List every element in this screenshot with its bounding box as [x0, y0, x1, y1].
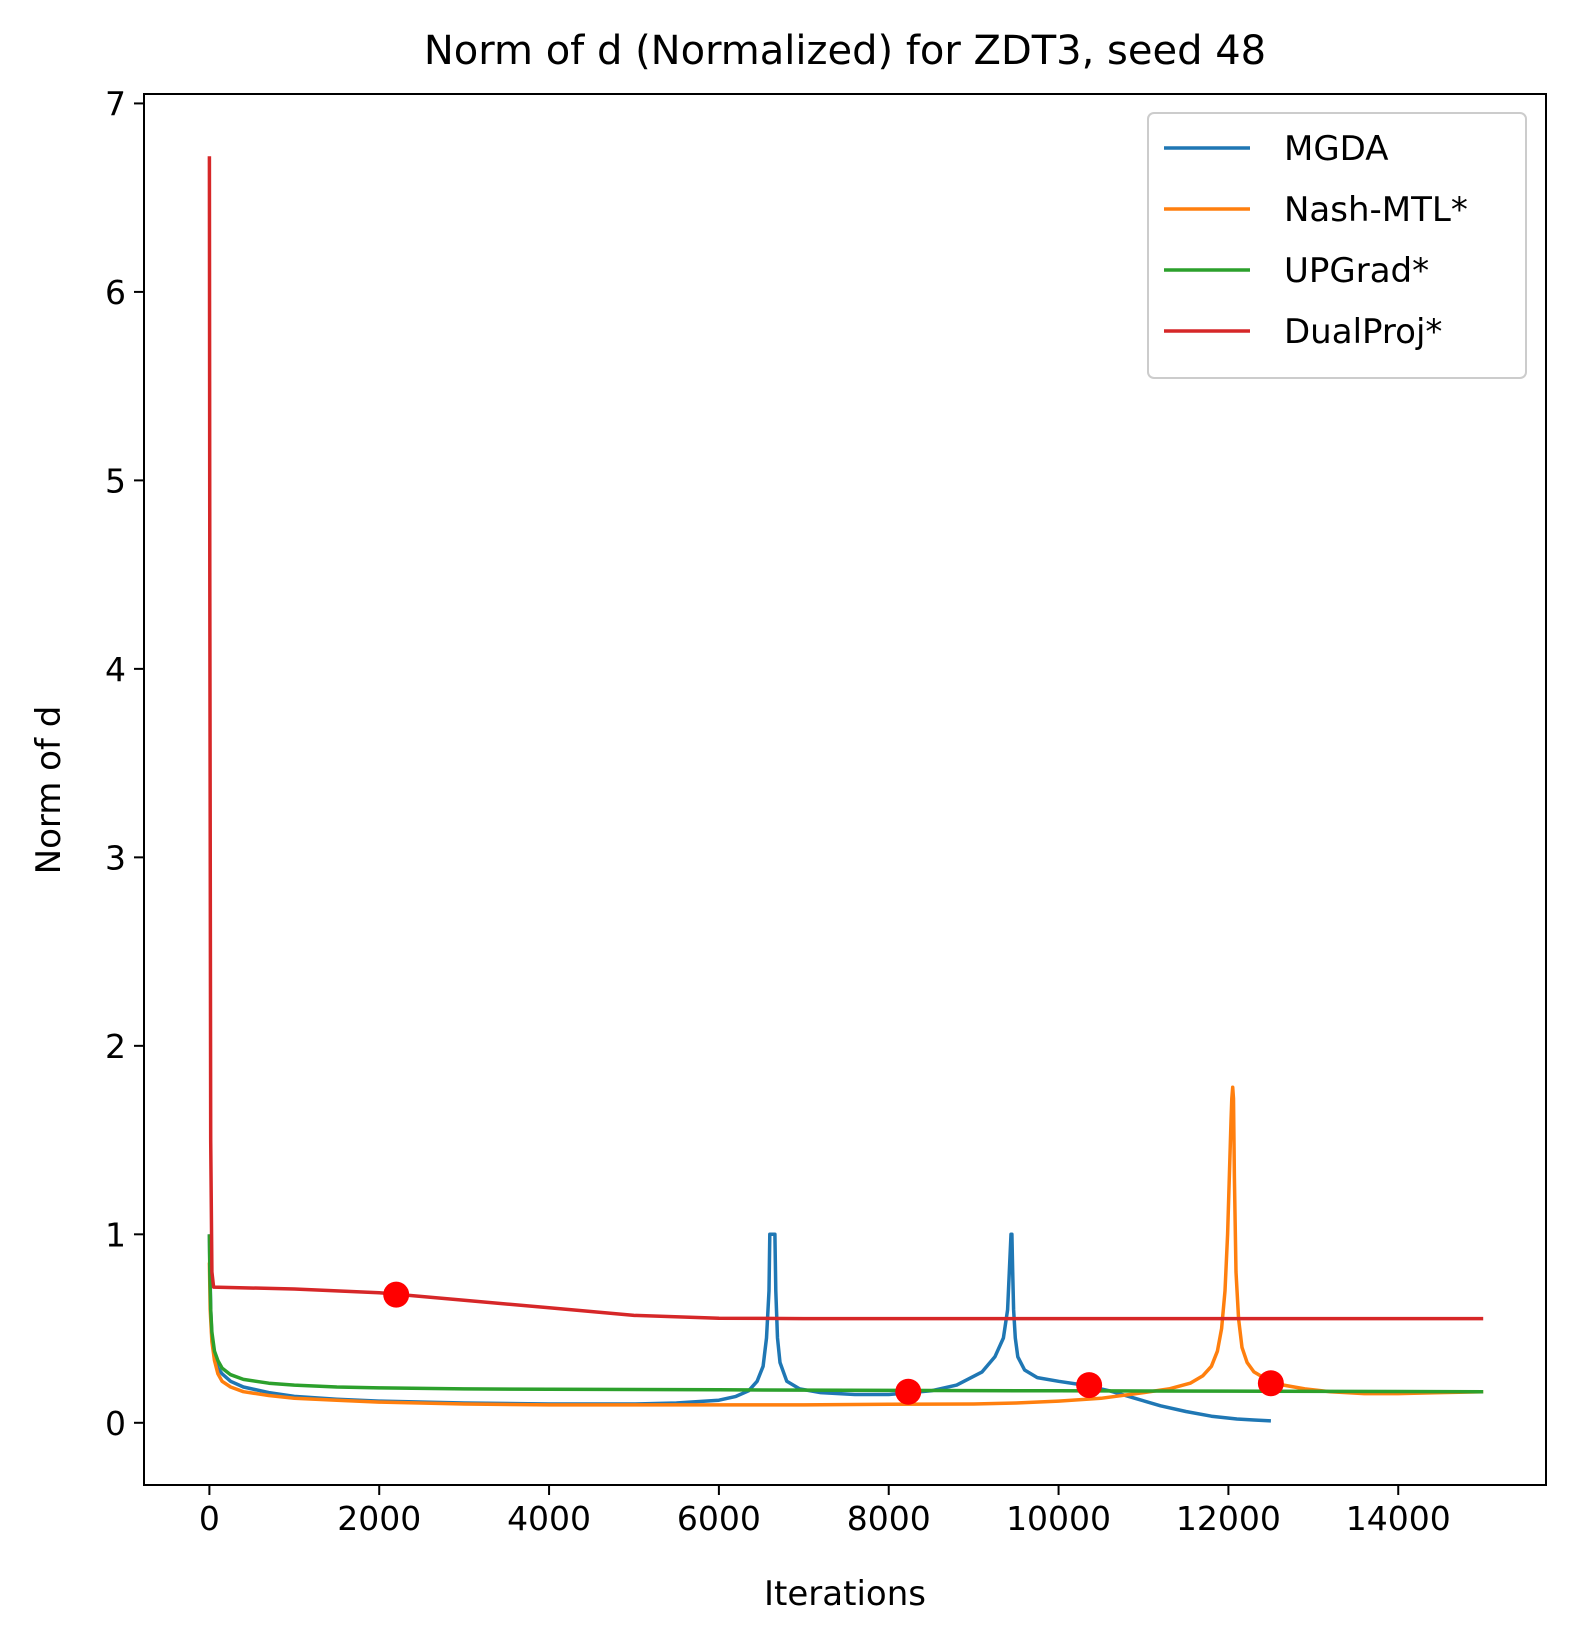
x-tick-label: 8000 — [847, 1499, 931, 1538]
plot-series — [207, 156, 1484, 1423]
y-tick-label: 0 — [105, 1404, 126, 1443]
legend-label-mgda: MGDA — [1284, 129, 1389, 169]
legend-box — [1147, 112, 1527, 379]
marker-point — [895, 1378, 922, 1405]
x-tick-label: 2000 — [337, 1499, 421, 1538]
x-axis-label: Iterations — [764, 1574, 926, 1614]
x-tick-label: 10000 — [1006, 1499, 1111, 1538]
y-tick-label: 2 — [105, 1027, 126, 1066]
x-tick-label: 14000 — [1346, 1499, 1451, 1538]
x-tick-label: 0 — [199, 1499, 220, 1538]
x-tick-label: 12000 — [1176, 1499, 1281, 1538]
x-axis: 0 2000 4000 6000 8000 10000 12000 14000 — [199, 1485, 1451, 1538]
y-axis-label: Norm of d — [29, 706, 69, 875]
y-tick-label: 1 — [105, 1215, 126, 1254]
plot-markers — [383, 1281, 1284, 1405]
x-tick-label: 6000 — [677, 1499, 761, 1538]
y-tick-label: 7 — [105, 84, 126, 123]
marker-point — [1257, 1370, 1284, 1397]
legend-label-upgrad: UPGrad* — [1284, 251, 1429, 291]
legend-label-nash-mtl: Nash-MTL* — [1284, 190, 1468, 230]
y-tick-label: 4 — [105, 650, 126, 689]
series-line-mgda — [207, 1232, 1271, 1423]
y-axis: 0 1 2 3 4 5 6 7 — [105, 84, 144, 1443]
plot-frame — [143, 93, 1547, 1486]
legend: MGDA Nash-MTL* UPGrad* DualProj* — [1147, 112, 1527, 379]
legend-label-dualproj: DualProj* — [1284, 312, 1442, 352]
chart-title: Norm of d (Normalized) for ZDT3, seed 48 — [424, 28, 1266, 74]
series-line-nash-mtl — [207, 1085, 1484, 1407]
marker-point — [383, 1281, 410, 1308]
series-line-dualproj — [207, 156, 1484, 1321]
x-tick-label: 4000 — [507, 1499, 591, 1538]
y-tick-label: 3 — [105, 838, 126, 877]
y-tick-label: 6 — [105, 273, 126, 312]
y-tick-label: 5 — [105, 461, 126, 500]
series-line-upgrad — [207, 1234, 1484, 1394]
marker-point — [1076, 1372, 1103, 1399]
